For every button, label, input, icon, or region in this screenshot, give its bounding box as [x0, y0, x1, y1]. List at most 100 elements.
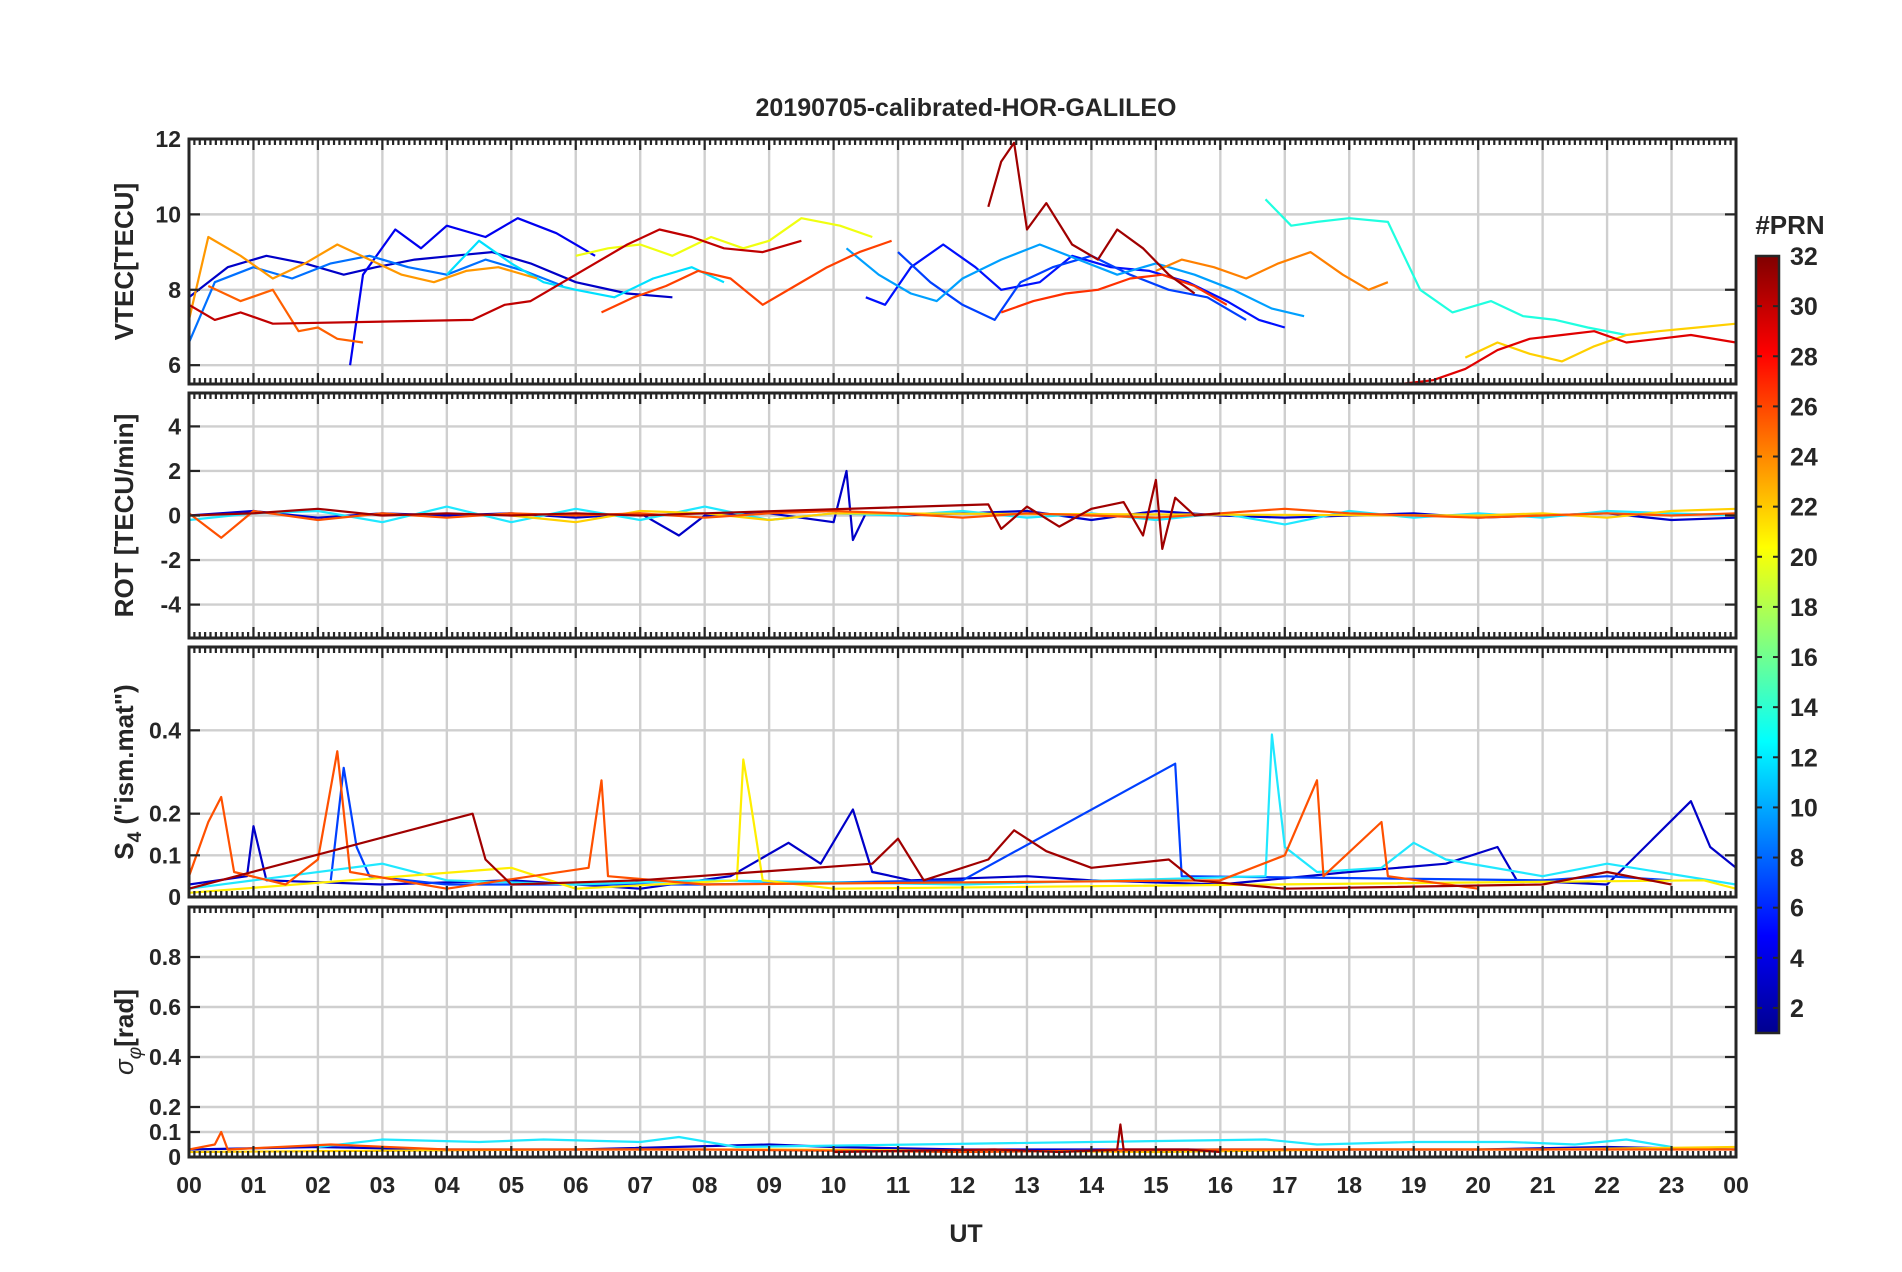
- y-tick-label: 6: [168, 352, 181, 378]
- series-line-prn-10: [845, 243, 1305, 318]
- x-tick-label: 15: [1143, 1172, 1169, 1198]
- y-tick-label: 10: [155, 201, 181, 227]
- y-tick-label: 0.2: [149, 801, 181, 827]
- y-tick-label: 0.8: [149, 944, 181, 970]
- x-tick-label: 19: [1401, 1172, 1427, 1198]
- x-tick-label: 00: [176, 1172, 202, 1198]
- colorbar-tick-label: 32: [1790, 243, 1818, 271]
- x-tick-label: 13: [1014, 1172, 1040, 1198]
- series-line-prn-31: [189, 812, 1672, 890]
- y-tick-label: 0: [168, 503, 181, 529]
- series-group: [189, 733, 1736, 894]
- x-tick-label: 04: [434, 1172, 460, 1198]
- axes-frame: [187, 391, 1738, 640]
- series-line-prn-12: [317, 1135, 1672, 1149]
- series-line-prn-31: [189, 478, 1221, 550]
- colorbar-tick-label: 2: [1790, 995, 1804, 1023]
- y-tick-label: 0.4: [149, 717, 181, 743]
- series-line-prn-7: [897, 251, 1247, 321]
- series-line-prn-31: [833, 1123, 1221, 1154]
- series-line-prn-12: [189, 733, 1736, 890]
- series-line-prn-30: [189, 228, 802, 325]
- x-tick-label: 16: [1208, 1172, 1234, 1198]
- panel-s4: 00.10.20.4S4 ("ism.mat"): [109, 645, 1738, 910]
- series-line-prn-12: [446, 239, 725, 299]
- panel-vtec: 6 8 10 12 VTEC[TECU]: [109, 126, 1738, 386]
- x-tick-label: 10: [821, 1172, 847, 1198]
- x-tick-label: 02: [305, 1172, 331, 1198]
- colorbar-tick-label: 4: [1790, 945, 1804, 973]
- y-tick-label: -2: [161, 547, 181, 573]
- series-line-prn-20: [189, 758, 1736, 894]
- series-line-prn-24: [1155, 251, 1389, 291]
- colorbar-tick-label: 6: [1790, 895, 1804, 923]
- y-tick-label: 0.1: [149, 842, 181, 868]
- x-tick-label: 23: [1659, 1172, 1685, 1198]
- y-tick-label: 0: [168, 1144, 181, 1170]
- series-line-prn-13: [1264, 198, 1627, 337]
- axes-frame: [187, 645, 1738, 899]
- y-tick-label: -4: [161, 592, 182, 618]
- x-tick-label: 06: [563, 1172, 589, 1198]
- y-axis-label-sub: φ: [125, 1047, 146, 1059]
- y-axis-label-rest: [rad]: [109, 989, 139, 1047]
- series-line-prn-26: [601, 239, 892, 314]
- y-axis-label-sub: 4: [125, 831, 146, 842]
- colorbar-tick-label: 8: [1790, 845, 1804, 873]
- y-tick-label: 12: [155, 126, 181, 152]
- panel-sigma_phi: 00.10.20.40.60.8σφ[rad]00 01 02 03 04 05 06 07 0…: [109, 905, 1749, 1198]
- x-tick-label: 07: [627, 1172, 653, 1198]
- y-axis-label: ROT [TECU/min]: [109, 414, 139, 618]
- series-line-prn-12: [189, 505, 1736, 526]
- series-line-prn-25: [207, 285, 364, 344]
- x-tick-label: 00: [1723, 1172, 1749, 1198]
- colorbar-tick-label: 22: [1790, 494, 1818, 522]
- x-tick-label: 14: [1079, 1172, 1105, 1198]
- y-axis-label: VTEC[TECU]: [109, 183, 139, 340]
- colorbar-tick-label: 30: [1790, 293, 1818, 321]
- series-line-prn-23: [189, 235, 538, 321]
- x-tick-label: 08: [692, 1172, 718, 1198]
- colorbar-tick-label: 12: [1790, 744, 1818, 772]
- y-axis-label-main: σ: [109, 1058, 139, 1075]
- x-tick-label: 03: [370, 1172, 396, 1198]
- series-line-prn-2: [189, 251, 673, 299]
- x-tick-label: 11: [886, 1172, 911, 1198]
- series-line-prn-5: [865, 243, 1286, 329]
- series-group: [189, 141, 1736, 384]
- y-tick-label: 2: [168, 458, 181, 484]
- x-tick-label: 21: [1530, 1172, 1556, 1198]
- colorbar-tick-label: 20: [1790, 544, 1818, 572]
- x-tick-label: 12: [950, 1172, 976, 1198]
- series-group: [189, 469, 1736, 550]
- x-tick-label: 18: [1336, 1172, 1362, 1198]
- x-axis-label: UT: [949, 1220, 982, 1248]
- colorbar-gradient: [1754, 254, 1781, 1035]
- x-tick-label: 05: [498, 1172, 524, 1198]
- colorbar-tick-label: 28: [1790, 343, 1818, 371]
- y-axis-label-rest: ("ism.mat"): [109, 684, 139, 831]
- colorbar-label: #PRN: [1755, 210, 1824, 240]
- y-tick-label: 0.4: [149, 1044, 181, 1070]
- series-line-prn-29: [1400, 330, 1736, 384]
- series-line-prn-31: [987, 141, 1196, 295]
- x-tick-label: 17: [1272, 1172, 1298, 1198]
- colorbar-tick-label: 14: [1790, 694, 1818, 722]
- colorbar-tick-label: 26: [1790, 393, 1818, 421]
- x-tick-label: 22: [1594, 1172, 1620, 1198]
- y-axis-label-main: S: [109, 842, 139, 859]
- chart-title: 20190705-calibrated-HOR-GALILEO: [756, 94, 1177, 122]
- y-tick-label: 8: [168, 277, 181, 303]
- series-line-prn-9: [189, 254, 564, 343]
- series-line-prn-4: [349, 217, 596, 366]
- y-axis-label: S4 ("ism.mat"): [109, 684, 146, 859]
- axes-frame: [187, 905, 1738, 1159]
- colorbar-tick-label: 24: [1790, 444, 1818, 472]
- series-line-prn-27: [1000, 273, 1228, 314]
- y-tick-label: 4: [168, 413, 181, 439]
- colorbar-tick-label: 18: [1790, 594, 1818, 622]
- y-tick-label: 0.6: [149, 994, 181, 1020]
- x-tick-label: 20: [1465, 1172, 1491, 1198]
